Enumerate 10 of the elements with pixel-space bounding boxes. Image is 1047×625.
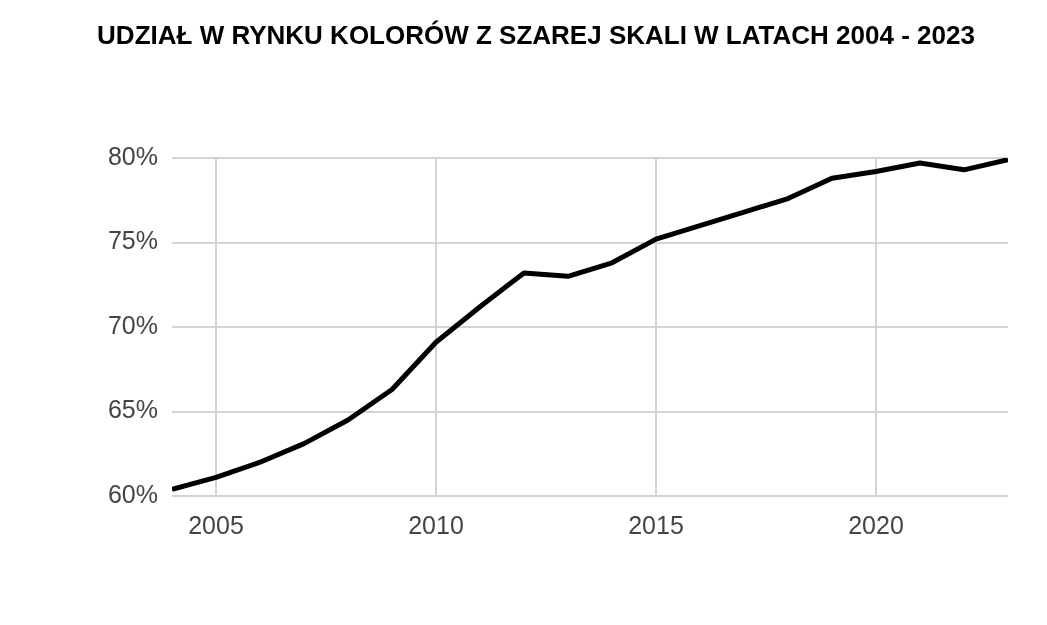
y-tick-label: 80% [107,141,158,170]
x-tick-label: 2020 [848,510,904,539]
y-tick-label: 65% [107,395,158,424]
y-tick-label: 70% [107,310,158,339]
y-tick-label: 75% [107,226,158,255]
chart-title: UDZIAŁ W RYNKU KOLORÓW Z SZAREJ SKALI W LATACH 2004 - 2023 [96,20,976,51]
x-tick-label: 2005 [188,510,244,539]
y-tick-label: 60% [107,479,158,508]
x-tick-label: 2015 [628,510,684,539]
x-tick-label: 2010 [408,510,464,539]
